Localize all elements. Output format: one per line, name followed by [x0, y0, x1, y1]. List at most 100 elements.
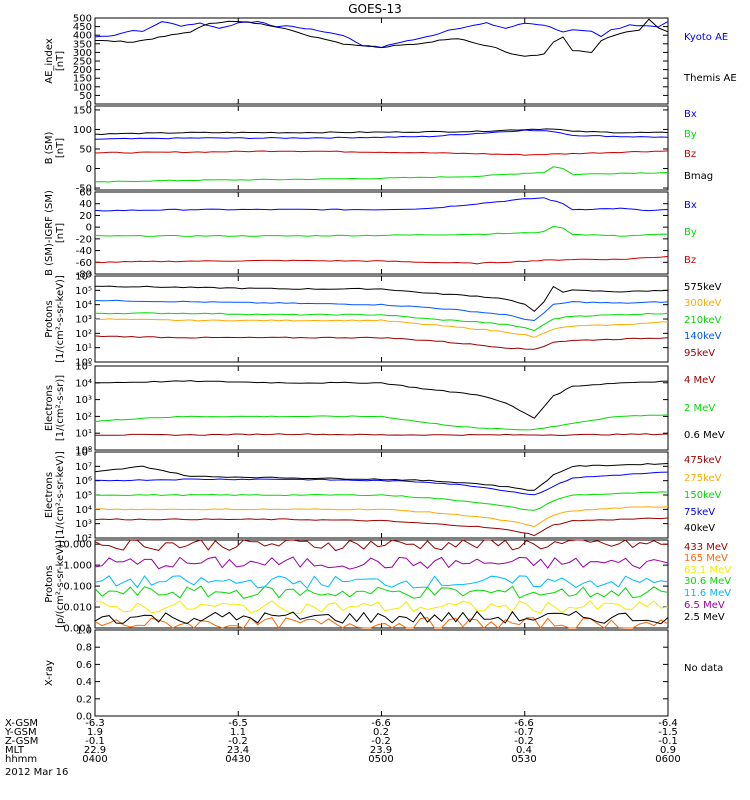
- panel-xray: 0.0 0.2 0.4 0.6 0.8 1.0 X-ray No data: [44, 626, 723, 723]
- panel-frame: [94, 105, 669, 191]
- y-tick-label: 10²: [75, 412, 92, 423]
- y-tick-label: 150: [73, 105, 92, 116]
- series-line-433-mev: [94, 539, 668, 552]
- legend-by: By: [684, 129, 697, 140]
- y-axis-label: [nT]: [55, 223, 66, 243]
- panel-protons2: 0.001 0.010 0.100 1.000 10.000 Protons [p/(cm²…: [44, 539, 731, 635]
- legend-575kev: 575keV: [684, 282, 722, 293]
- plot-title: GOES-13: [348, 2, 402, 16]
- series-line-bmag: [94, 128, 669, 136]
- panel-electrons2: 10² 10³ 10⁴ 10⁵ 10⁶ 10⁷ 10⁸ Electrons [1/(cm²-s-…: [44, 448, 722, 545]
- y-tick-label: 350: [73, 39, 92, 50]
- legend-2.5-mev: 2.5 MeV: [684, 612, 725, 623]
- y-tick-label: 0.010: [63, 603, 92, 614]
- y-axis-label: X-ray: [44, 660, 55, 686]
- y-axis-label: Protons: [44, 300, 55, 337]
- y-tick-label: 10⁶: [75, 476, 92, 487]
- y-tick-label: -20: [76, 234, 92, 245]
- series-line-95kev: [94, 335, 669, 350]
- legend-63.1-mev: 63.1 MeV: [684, 565, 731, 576]
- y-axis-label: Electrons: [44, 472, 55, 518]
- y-tick-label: 10⁴: [75, 300, 92, 311]
- y-tick-label: 0.0: [76, 712, 92, 723]
- y-tick-label: 0.4: [76, 677, 92, 688]
- legend-140kev: 140keV: [684, 331, 722, 342]
- legend-bz: Bz: [684, 149, 696, 160]
- y-tick-label: 10⁰: [75, 358, 92, 369]
- series-line-75kev: [94, 471, 669, 496]
- y-tick-label: 300: [73, 48, 92, 59]
- legend-bx: Bx: [684, 200, 697, 211]
- panel-protons1: 10⁰ 10¹ 10² 10³ 10⁴ 10⁵ 10⁶ Protons [1/(cm²-s-sr…: [44, 272, 722, 369]
- y-tick-label: 500: [73, 14, 92, 25]
- series-line-575kev: [94, 285, 669, 313]
- y-axis-label: [p/(cm²-s-sr-keV)]: [55, 540, 66, 628]
- y-axis-label: B (SM)-IGRF (SM): [44, 190, 55, 276]
- legend-210kev: 210keV: [684, 315, 722, 326]
- y-tick-label: 10⁶: [75, 272, 92, 283]
- series-line-275kev: [95, 506, 669, 528]
- y-tick-label: 100: [73, 125, 92, 136]
- series-line-165-mev: [94, 617, 669, 629]
- y-tick-label: 50: [79, 91, 92, 102]
- y-tick-label: 10⁰: [75, 446, 92, 457]
- y-tick-label: 150: [73, 74, 92, 85]
- legend-40kev: 40keV: [684, 523, 715, 534]
- y-tick-label: 60: [79, 188, 92, 199]
- y-tick-label: 0: [86, 164, 92, 175]
- y-axis-label: Electrons: [44, 385, 55, 431]
- legend-300kev: 300keV: [684, 298, 722, 309]
- y-tick-label: 10¹: [75, 343, 92, 354]
- y-tick-label: 10²: [75, 329, 92, 340]
- y-tick-label: 0: [86, 223, 92, 234]
- y-tick-label: 10⁸: [75, 448, 92, 459]
- y-tick-label: 0.2: [76, 694, 92, 705]
- panel-frame: [94, 629, 669, 717]
- series-line-bz: [94, 255, 669, 265]
- y-tick-label: 400: [73, 31, 92, 42]
- y-tick-label: 0: [86, 100, 92, 111]
- series-line-0.6-mev: [94, 380, 669, 419]
- series-line-40kev: [94, 463, 669, 491]
- legend-11.6-mev: 11.6 MeV: [684, 588, 731, 599]
- series-line-bx: [94, 197, 669, 212]
- legend-0.6-mev: 0.6 MeV: [684, 430, 725, 441]
- y-tick-label: 200: [73, 65, 92, 76]
- y-axis-label: AE_index: [44, 38, 55, 84]
- series-line-63.1-mev: [94, 599, 669, 614]
- series-line-140kev: [94, 299, 669, 322]
- legend-kyoto-ae: Kyoto AE: [684, 32, 728, 43]
- y-tick-label: 50: [79, 144, 92, 155]
- y-tick-label: 10⁴: [75, 505, 92, 516]
- y-axis-label: [1/(cm²-s-sr-keV)]: [55, 275, 66, 363]
- legend-433-mev: 433 MeV: [684, 542, 728, 553]
- panel-frame: [94, 365, 669, 451]
- y-tick-label: 0.6: [76, 660, 92, 671]
- y-tick-label: -50: [76, 184, 92, 195]
- legend-30.6-mev: 30.6 MeV: [684, 576, 731, 587]
- series-line-bz: [94, 150, 669, 156]
- y-tick-label: 0.001: [63, 624, 92, 635]
- y-tick-label: 1.000: [63, 561, 92, 572]
- no-data-label: No data: [684, 663, 723, 674]
- legend-by: By: [684, 227, 697, 238]
- legend-95kev: 95keV: [684, 348, 715, 359]
- legend-150kev: 150keV: [684, 490, 722, 501]
- y-tick-label: 100: [73, 82, 92, 93]
- y-axis-label: [nT]: [55, 51, 66, 71]
- series-line-30.6-mev: [94, 585, 669, 599]
- y-tick-label: 450: [73, 22, 92, 33]
- y-tick-label: 0.8: [76, 643, 92, 654]
- y-tick-label: 10⁴: [75, 378, 92, 389]
- panel-electrons1: 10⁰ 10¹ 10² 10³ 10⁴ 10⁵ Electrons [1/(cm²-s-sr)…: [44, 362, 725, 457]
- legend-4-mev: 4 MeV: [684, 375, 715, 386]
- series-line-2.5-mev: [94, 610, 669, 625]
- series-line-by: [94, 225, 669, 237]
- series-line-11.6-mev: [94, 575, 669, 590]
- series-line-300kev: [94, 318, 668, 338]
- y-tick-label: 40: [79, 199, 92, 210]
- y-tick-label: 10⁷: [75, 462, 92, 473]
- legend-275kev: 275keV: [684, 473, 722, 484]
